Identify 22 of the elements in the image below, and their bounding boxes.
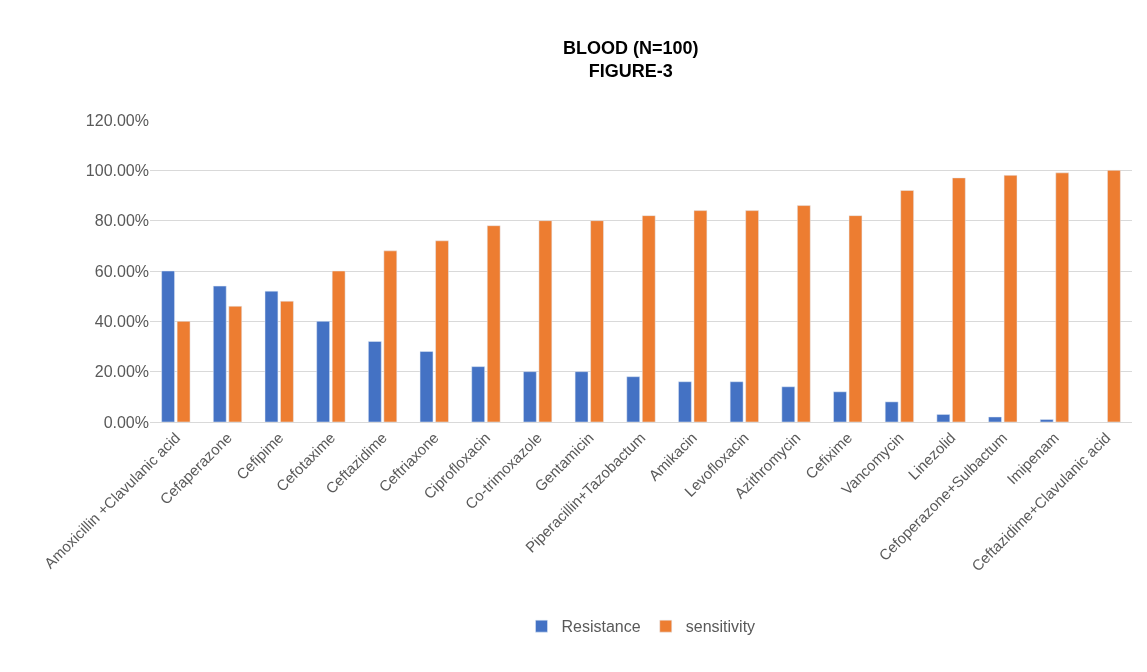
y-tick-label: 40.00% <box>94 312 149 330</box>
bar <box>331 270 346 422</box>
bar <box>316 321 330 422</box>
y-tick-label: 60.00% <box>94 262 149 280</box>
chart-title: BLOOD (N=100) <box>563 37 699 58</box>
bar <box>781 386 796 422</box>
legend-label: Resistance <box>561 618 641 636</box>
bar <box>797 205 811 422</box>
bar <box>626 376 640 422</box>
bar <box>486 225 501 422</box>
bar <box>936 414 951 422</box>
y-tick-label: 120.00% <box>85 111 149 129</box>
y-tick-label: 0.00% <box>103 413 149 431</box>
legend-label: sensitivity <box>685 618 756 636</box>
bar <box>471 366 485 422</box>
bar <box>642 215 656 422</box>
y-tick-label: 80.00% <box>94 212 149 230</box>
y-tick-label: 20.00% <box>94 363 149 381</box>
chart-subtitle: FIGURE-3 <box>588 61 673 82</box>
bar <box>1107 170 1121 422</box>
y-tick-label: 100.00% <box>85 161 149 179</box>
bar <box>952 177 966 422</box>
